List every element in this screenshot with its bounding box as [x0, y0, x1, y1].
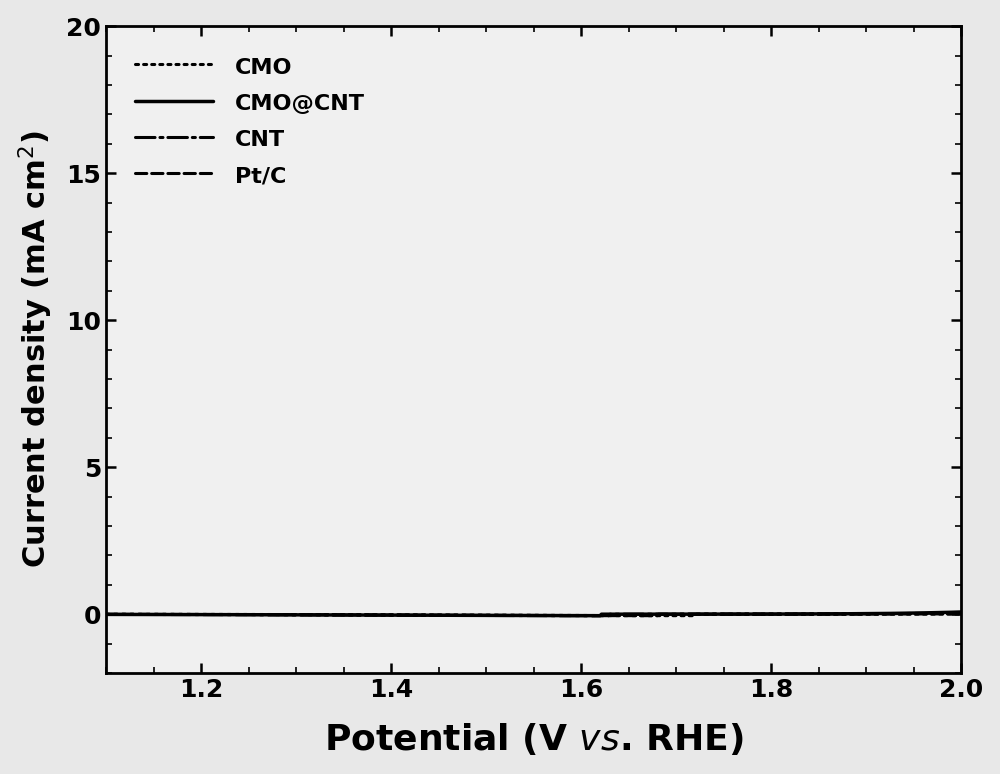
Line: CMO@CNT: CMO@CNT — [106, 612, 961, 615]
CMO — [487, 611, 499, 620]
Pt/C — [673, 610, 685, 619]
Line: CNT: CNT — [106, 613, 961, 615]
CNT — [745, 609, 757, 618]
CMO@CNT — [955, 608, 967, 617]
CNT — [487, 611, 499, 620]
Pt/C — [604, 611, 616, 620]
CNT — [598, 611, 610, 620]
CMO@CNT — [320, 611, 332, 620]
CMO@CNT — [587, 611, 599, 620]
Pt/C — [745, 610, 757, 619]
Pt/C — [648, 611, 660, 620]
CMO — [671, 611, 683, 620]
CNT — [673, 610, 685, 619]
Pt/C — [487, 611, 499, 620]
CMO — [604, 611, 616, 620]
CMO — [100, 610, 112, 619]
CMO — [320, 610, 332, 619]
Y-axis label: Current density (mA cm$^{2}$): Current density (mA cm$^{2}$) — [17, 131, 55, 568]
CMO — [687, 611, 699, 620]
X-axis label: Potential (V $\it{vs}$. RHE): Potential (V $\it{vs}$. RHE) — [324, 721, 743, 757]
CNT — [100, 610, 112, 619]
CNT — [251, 610, 263, 619]
CNT — [955, 608, 967, 618]
CMO — [745, 610, 757, 619]
Line: CMO: CMO — [106, 614, 961, 615]
Legend: CMO, CMO@CNT, CNT, Pt/C: CMO, CMO@CNT, CNT, Pt/C — [117, 37, 383, 204]
CNT — [605, 610, 617, 619]
CMO@CNT — [100, 610, 112, 619]
CNT — [320, 610, 332, 619]
CMO@CNT — [487, 611, 499, 620]
CMO — [251, 610, 263, 619]
CMO@CNT — [745, 609, 757, 618]
Pt/C — [955, 609, 967, 618]
CMO@CNT — [605, 610, 617, 619]
Pt/C — [100, 610, 112, 619]
CMO@CNT — [251, 610, 263, 619]
Pt/C — [251, 610, 263, 619]
CMO@CNT — [673, 610, 685, 619]
Line: Pt/C: Pt/C — [106, 614, 961, 615]
Pt/C — [320, 610, 332, 619]
CMO — [955, 609, 967, 618]
